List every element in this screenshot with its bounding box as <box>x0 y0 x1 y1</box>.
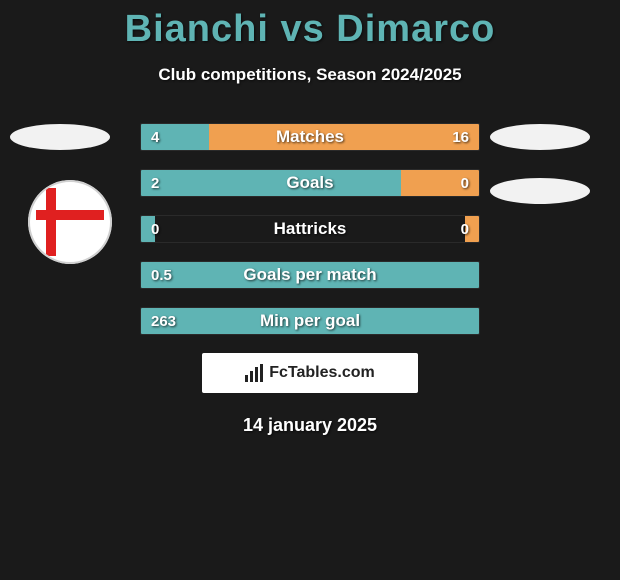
bar-left-fill <box>141 308 479 334</box>
bar-value-right: 0 <box>461 216 469 242</box>
bar-row: 263Min per goal <box>140 307 480 335</box>
bar-value-left: 0.5 <box>151 262 172 288</box>
date-label: 14 january 2025 <box>0 415 620 436</box>
bar-left-fill <box>141 170 401 196</box>
player-badge-right-placeholder-2 <box>490 178 590 204</box>
bar-value-left: 263 <box>151 308 176 334</box>
bar-row: 0 0Hattricks <box>140 215 480 243</box>
brand-attribution: FcTables.com <box>202 353 418 393</box>
subtitle: Club competitions, Season 2024/2025 <box>0 65 620 85</box>
bar-value-left: 4 <box>151 124 159 150</box>
page-title: Bianchi vs Dimarco <box>0 0 620 51</box>
bar-label: Hattricks <box>141 216 479 242</box>
player-badge-right-placeholder-1 <box>490 124 590 150</box>
bar-right-fill <box>209 124 479 150</box>
bar-left-fill <box>141 262 479 288</box>
player-badge-left-placeholder <box>10 124 110 150</box>
club-crest-icon <box>28 180 112 264</box>
bar-row: 0.5Goals per match <box>140 261 480 289</box>
brand-text: FcTables.com <box>269 364 375 382</box>
bar-value-left: 0 <box>151 216 159 242</box>
bar-row: 416Matches <box>140 123 480 151</box>
bar-value-right: 16 <box>452 124 469 150</box>
bar-chart-icon <box>245 364 263 382</box>
bar-row: 20Goals <box>140 169 480 197</box>
bar-value-right: 0 <box>461 170 469 196</box>
bar-value-left: 2 <box>151 170 159 196</box>
